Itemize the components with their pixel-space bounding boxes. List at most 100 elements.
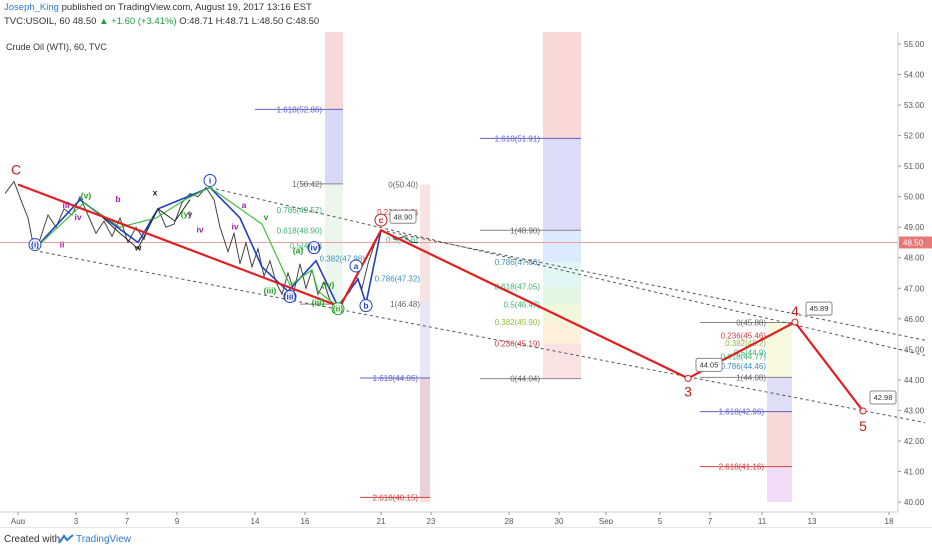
x-tick-label: 9 (175, 517, 180, 524)
wave-count-label: b (115, 194, 120, 204)
wave-label-5: 5 (859, 418, 867, 434)
wave-count-label: (iii) (264, 285, 277, 295)
x-tick-label: 7 (708, 517, 713, 524)
fib-level-label: 1.618(42.96) (719, 408, 765, 417)
y-tick-label: 55.00 (904, 40, 925, 49)
fib-level-label: 0.786(47.32) (375, 274, 421, 283)
price-callout-box (389, 209, 417, 224)
wave-count-label: b (363, 301, 368, 311)
wave-count-label: (a) (293, 246, 304, 256)
y-tick-label: 44.00 (904, 376, 925, 385)
last-price-label: 48.50 (903, 238, 924, 247)
wave-count-label: (iii) (312, 298, 325, 308)
fib-level-label: 0(44.04) (510, 375, 540, 384)
black-wave-line (99, 199, 191, 250)
fib-zone-1-red (325, 32, 343, 110)
price-callout-label: 44.05 (700, 360, 719, 369)
x-tick-label: 23 (427, 517, 436, 524)
wave-count-label: (ii) (333, 304, 344, 314)
author-link[interactable]: Joseph_King (4, 2, 59, 13)
price-chart[interactable]: Crude Oil (WTI), 60, TVC 55.00 54.00 53.00 5… (0, 32, 932, 526)
fib-level-label: 2.618(40.15) (373, 493, 419, 502)
created-with-label: Created with (4, 534, 61, 545)
price-callout-label: 48.90 (394, 212, 413, 221)
y-tick-label: 51.00 (904, 162, 925, 171)
wave-label-C: C (11, 161, 21, 177)
fib-level-label: 1.618(44.06) (373, 374, 419, 383)
main-wave-line (17, 183, 864, 412)
wave-count-circle (331, 302, 345, 316)
price-callout-box (869, 390, 897, 405)
y-tick-label: 49.00 (904, 223, 925, 232)
x-tick-label: Sep (599, 517, 614, 524)
wave-count-label: a (242, 200, 247, 210)
fib-level-label: 0(45.88) (736, 318, 766, 327)
ohlc-values: O:48.71 H:48.71 L:48.50 C:48.50 (179, 16, 320, 27)
y-tick-label: 48.00 (904, 254, 925, 263)
fib-zone-4-blue (767, 377, 792, 412)
price-change: ▲ +1.60 (+3.41%) (99, 16, 177, 27)
wave-count-label: (iv) (322, 279, 335, 289)
channel-mid-line (380, 229, 926, 341)
fib-level-label: 2.618(41.16) (719, 463, 765, 472)
fib-level-label: 1(50.42) (292, 180, 322, 189)
wave-count-label: iv (74, 212, 81, 222)
y-tick-label: 45.00 (904, 345, 925, 354)
price-callout-label: 42.98 (874, 393, 893, 402)
fib-level-label: 1(46.48) (390, 300, 420, 309)
fib-level-label: 0.382(45.2) (725, 339, 766, 348)
fib-zone-2-red-low (420, 378, 430, 502)
price-callout-box (695, 357, 723, 372)
wave-count-label: (iii) (284, 291, 297, 301)
footer: Created with TradingView (0, 527, 932, 551)
tradingview-brand[interactable]: TradingView (76, 534, 132, 545)
wave-count-circle (374, 213, 388, 227)
tradingview-logo-icon (58, 534, 74, 547)
wave-count-label: x (153, 188, 158, 198)
price-callout-label: 45.89 (810, 304, 829, 313)
fib-level-label: 1.618(52.86) (277, 105, 323, 114)
fib-level-label: 0.786(49.57) (277, 206, 323, 215)
fib-level-label: 0.786(47.86) (495, 258, 541, 267)
x-tick-label: 7 (125, 517, 130, 524)
fib-level-label: 0.618(44.77) (721, 352, 767, 361)
wave-count-label: iv (231, 221, 238, 231)
fib-zone-4-yellow (767, 322, 792, 378)
fib-level-label: 0.618(48.90) (277, 226, 323, 235)
y-tick-label: 46.00 (904, 315, 925, 324)
x-tick-label: 14 (251, 517, 260, 524)
wave-label-3: 3 (684, 383, 692, 399)
x-tick-label: 11 (758, 517, 767, 524)
fib-level-label: 1(44.08) (736, 373, 766, 382)
fib-band-3 (543, 343, 581, 379)
fib-level-label: 1(48.90) (510, 226, 540, 235)
fib-level-label: 0.5(48.4) (290, 242, 322, 251)
channel-lower-line (39, 251, 926, 424)
blue-wave-line (34, 186, 382, 309)
x-tick-label: Aug (11, 517, 25, 524)
x-tick-label: 13 (808, 517, 817, 524)
wave-count-circle (359, 299, 373, 313)
price-callout-box (805, 301, 833, 316)
fib-level-label: 0.236(45.46) (721, 331, 767, 340)
wave-count-label: v (264, 212, 269, 222)
wave-count-circle (28, 238, 42, 252)
y-tick-label: 41.00 (904, 467, 925, 476)
wave-count-label: c (379, 215, 384, 225)
wave-count-label: iv (196, 224, 203, 234)
y-tick-label: 43.00 (904, 406, 925, 415)
chart-area[interactable]: Crude Oil (WTI), 60, TVC 55.00 54.00 53.00 5… (0, 32, 932, 526)
wave-count-circle (283, 289, 297, 303)
wave-point-marker (684, 374, 692, 382)
x-tick-label: 30 (555, 517, 564, 524)
fib-level-label: 0.382(45.90) (495, 318, 541, 327)
fib-level-label: 0.786(44.46) (721, 362, 767, 371)
wave-count-circle (203, 173, 217, 187)
wave-count-circle (349, 259, 363, 273)
x-tick-label: 3 (74, 517, 79, 524)
chart-header: Joseph_King published on TradingView.com… (0, 0, 932, 32)
fib-level-label: 1.618(51.91) (495, 134, 541, 143)
wave-label-4: 4 (791, 303, 799, 319)
wave-count-label: (v) (81, 191, 92, 201)
fib-zone-4-red (767, 411, 792, 467)
